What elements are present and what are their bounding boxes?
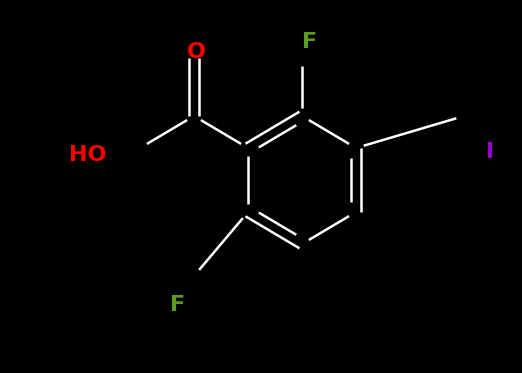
Text: I: I <box>486 142 494 162</box>
Text: F: F <box>302 32 317 52</box>
Text: HO: HO <box>69 145 107 165</box>
Text: O: O <box>186 42 206 62</box>
Text: F: F <box>171 295 185 315</box>
